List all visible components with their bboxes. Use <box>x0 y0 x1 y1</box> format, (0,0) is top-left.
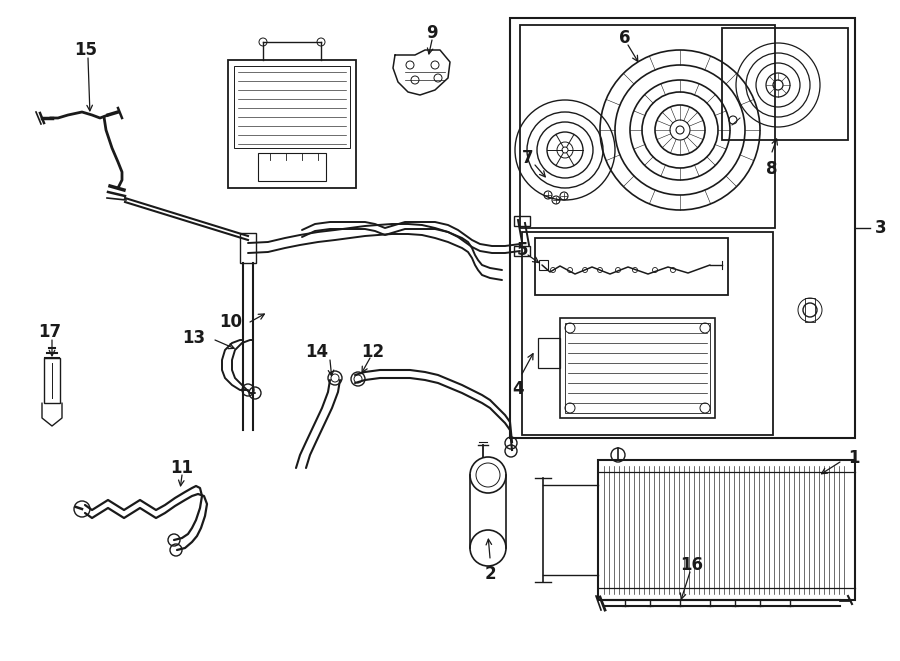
Text: 1: 1 <box>848 449 860 467</box>
Bar <box>535 238 728 295</box>
Bar <box>514 246 530 256</box>
Bar <box>520 25 775 228</box>
Bar <box>560 318 715 418</box>
Text: 4: 4 <box>512 380 524 398</box>
Text: 7: 7 <box>522 149 534 167</box>
Text: 12: 12 <box>362 343 384 361</box>
Text: 6: 6 <box>619 29 631 47</box>
Text: 3: 3 <box>875 219 886 237</box>
Bar <box>538 338 560 368</box>
Text: 14: 14 <box>305 343 328 361</box>
Bar <box>722 28 848 140</box>
Bar <box>228 60 356 188</box>
Text: 9: 9 <box>427 24 437 42</box>
Bar <box>565 323 710 413</box>
Text: 10: 10 <box>219 313 242 331</box>
Text: 15: 15 <box>75 41 97 59</box>
Bar <box>598 460 855 600</box>
Bar <box>234 66 350 148</box>
Bar <box>240 233 256 263</box>
Bar <box>522 232 773 435</box>
Bar <box>805 298 815 322</box>
Bar <box>258 153 326 181</box>
Bar <box>539 260 548 270</box>
Text: 8: 8 <box>766 160 778 178</box>
Bar <box>514 216 530 226</box>
Bar <box>510 18 855 438</box>
Text: 16: 16 <box>680 556 704 574</box>
Bar <box>44 358 60 403</box>
Text: 13: 13 <box>182 329 205 347</box>
Text: 11: 11 <box>170 459 194 477</box>
Text: 5: 5 <box>517 241 527 259</box>
Text: 2: 2 <box>484 565 496 583</box>
Text: 17: 17 <box>39 323 61 341</box>
